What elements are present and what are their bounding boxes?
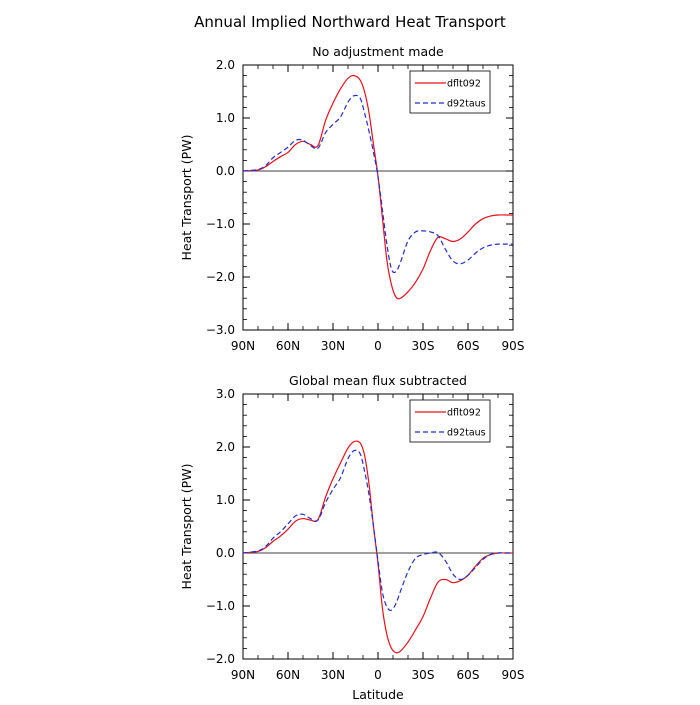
y-tick-label: −3.0 bbox=[206, 323, 235, 337]
series-line-dflt092 bbox=[242, 440, 513, 654]
legend-label-dflt092: dflt092 bbox=[447, 408, 481, 419]
x-tick-label: 60N bbox=[276, 668, 300, 682]
chart-panel-2: Global mean flux subtracted 3.0 2.0 1.0 0.0 −… bbox=[179, 373, 525, 702]
x-tick-label: 30N bbox=[321, 668, 345, 682]
chart-subtitle: No adjustment made bbox=[312, 44, 444, 59]
x-tick-label: 90N bbox=[231, 339, 255, 353]
y-tick-label: 0.0 bbox=[216, 164, 235, 178]
x-tick-label: 90S bbox=[502, 668, 525, 682]
legend: dflt092 d92taus bbox=[409, 70, 491, 114]
legend-box bbox=[409, 399, 491, 443]
y-tick-label: −2.0 bbox=[206, 270, 235, 284]
legend-label-dflt092: dflt092 bbox=[447, 79, 481, 90]
x-axis-label: Latitude bbox=[352, 687, 404, 700]
figure-title: Annual Implied Northward Heat Transport bbox=[194, 13, 506, 31]
x-tick-label: 30N bbox=[321, 339, 345, 353]
x-tick-label: 0 bbox=[374, 668, 382, 682]
y-tick-label: 3.0 bbox=[216, 387, 235, 401]
x-tick-label: 90N bbox=[231, 668, 255, 682]
y-axis-label: Heat Transport (PW) bbox=[179, 464, 194, 590]
x-tick-label: 30S bbox=[412, 668, 435, 682]
y-tick-label: −1.0 bbox=[206, 599, 235, 613]
series-line-dflt092 bbox=[242, 74, 513, 300]
x-tick-label: 60S bbox=[457, 668, 480, 682]
y-tick-label: −1.0 bbox=[206, 217, 235, 231]
x-tick-label: 30S bbox=[412, 339, 435, 353]
series-line-d92taus bbox=[242, 94, 513, 274]
chart-panel-1: No adjustment made 2.0 1.0 0.0 −1.0 −2.0 −3.0 9… bbox=[179, 44, 524, 353]
series-line-d92taus bbox=[242, 449, 513, 612]
y-tick-label: 2.0 bbox=[216, 58, 235, 72]
legend-box bbox=[409, 70, 491, 114]
x-tick-label: 60N bbox=[276, 339, 300, 353]
y-axis-label: Heat Transport (PW) bbox=[179, 135, 194, 261]
y-tick-label: 0.0 bbox=[216, 546, 235, 560]
chart-subtitle: Global mean flux subtracted bbox=[289, 373, 467, 388]
x-tick-label: 90S bbox=[502, 339, 525, 353]
y-tick-label: 1.0 bbox=[216, 493, 235, 507]
x-tick-label: 0 bbox=[374, 339, 382, 353]
legend-label-d92taus: d92taus bbox=[447, 99, 486, 110]
y-tick-label: 2.0 bbox=[216, 440, 235, 454]
x-tick-label: 60S bbox=[457, 339, 480, 353]
y-tick-label: −2.0 bbox=[206, 652, 235, 666]
y-tick-label: 1.0 bbox=[216, 111, 235, 125]
legend: dflt092 d92taus bbox=[409, 399, 491, 443]
legend-label-d92taus: d92taus bbox=[447, 428, 486, 439]
